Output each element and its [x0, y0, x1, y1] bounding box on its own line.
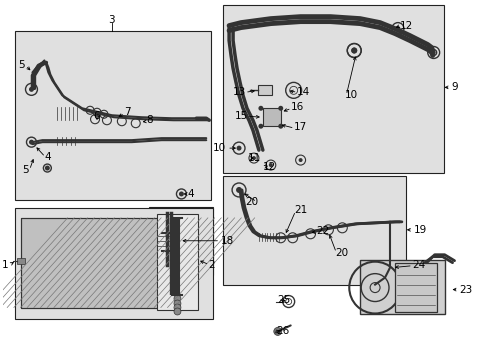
Text: 24: 24: [412, 260, 425, 270]
Circle shape: [278, 106, 283, 111]
Text: 11: 11: [248, 153, 261, 163]
Bar: [21, 218, 168, 307]
Circle shape: [29, 87, 34, 92]
Bar: [15, 208, 213, 319]
Text: 10: 10: [345, 90, 358, 100]
Text: 12: 12: [263, 162, 276, 172]
Text: 1: 1: [2, 260, 9, 270]
Circle shape: [269, 163, 273, 167]
Bar: [148, 207, 213, 275]
Bar: [263, 108, 281, 126]
Bar: [360, 260, 444, 315]
Text: 20: 20: [245, 197, 258, 207]
Circle shape: [351, 48, 357, 54]
Circle shape: [298, 158, 303, 162]
Circle shape: [174, 304, 181, 311]
Text: 19: 19: [414, 225, 427, 235]
Text: 17: 17: [294, 122, 307, 132]
Text: 10: 10: [213, 143, 226, 153]
Bar: [17, 258, 24, 264]
Text: 8: 8: [147, 115, 153, 125]
Text: 3: 3: [109, 15, 115, 24]
Circle shape: [45, 166, 50, 171]
Circle shape: [274, 328, 282, 336]
Text: 15: 15: [235, 111, 248, 121]
Circle shape: [351, 48, 357, 54]
Text: 7: 7: [124, 107, 130, 117]
Circle shape: [432, 50, 436, 54]
Bar: [223, 176, 406, 285]
Circle shape: [258, 124, 263, 129]
Text: 21: 21: [294, 205, 308, 215]
Bar: [157, 233, 178, 251]
Text: 25: 25: [277, 294, 290, 305]
Text: 2: 2: [208, 260, 215, 270]
Text: 23: 23: [460, 284, 473, 294]
Text: 18: 18: [221, 236, 234, 246]
Bar: [223, 5, 443, 173]
Bar: [258, 85, 272, 95]
Text: 4: 4: [187, 189, 194, 199]
Text: 4: 4: [45, 152, 51, 162]
Text: 5: 5: [22, 165, 28, 175]
Circle shape: [174, 295, 181, 302]
Circle shape: [179, 192, 184, 197]
Text: 14: 14: [296, 87, 310, 97]
Circle shape: [236, 187, 242, 193]
Circle shape: [258, 106, 263, 111]
Circle shape: [29, 140, 34, 145]
Text: 20: 20: [335, 248, 348, 258]
Text: 13: 13: [233, 87, 246, 97]
Text: 12: 12: [400, 21, 413, 31]
Bar: [15, 31, 211, 200]
Circle shape: [395, 26, 400, 31]
Text: 22: 22: [317, 226, 330, 236]
Bar: [21, 218, 168, 307]
Circle shape: [278, 124, 283, 129]
Bar: [395, 263, 437, 312]
Circle shape: [252, 156, 256, 160]
Circle shape: [174, 308, 181, 315]
Circle shape: [237, 146, 242, 150]
Text: 16: 16: [291, 102, 304, 112]
Bar: [157, 214, 198, 310]
Text: 26: 26: [276, 327, 289, 336]
Text: 6: 6: [94, 111, 100, 121]
Text: 5: 5: [18, 60, 24, 71]
Circle shape: [174, 300, 181, 307]
Text: 9: 9: [452, 82, 458, 93]
